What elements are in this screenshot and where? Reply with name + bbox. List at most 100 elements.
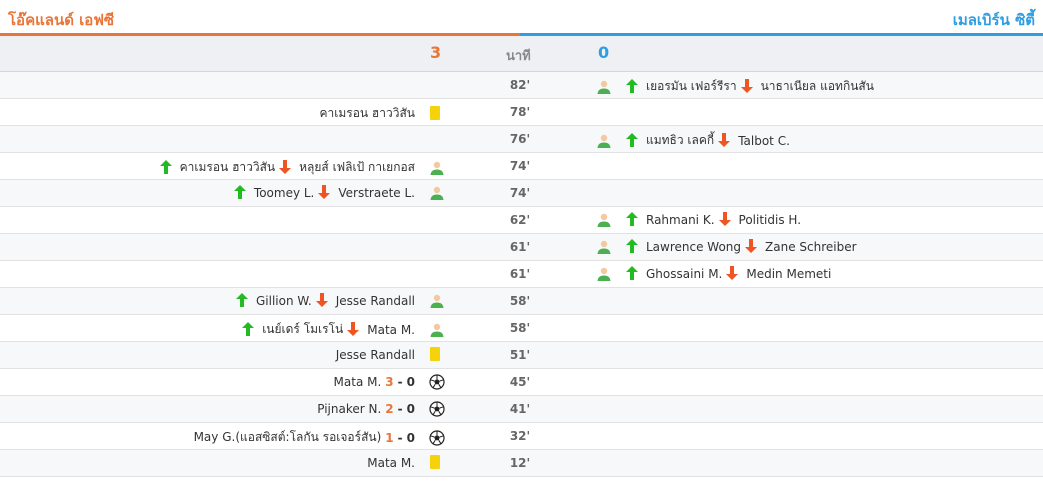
sub-in-icon <box>626 212 642 228</box>
goal-home-score: 1 <box>385 430 394 445</box>
goal-away-score: 0 <box>406 402 415 416</box>
sub-in-player[interactable]: Lawrence Wong <box>646 240 742 254</box>
event-row: 32' May G.(แอสซิสต์:โลกัน รอเจอร์สัน) 1-0 <box>0 423 1043 450</box>
card-player[interactable]: คาเมรอน ฮาววิสัน <box>319 106 415 120</box>
player-icon <box>596 239 612 255</box>
sub-out-icon <box>347 321 363 338</box>
event-row: 58' เนย์เดร์ โมเรโน่ Mata M. <box>0 315 1043 342</box>
home-event: Gillion W. Jesse Randall <box>236 293 445 309</box>
home-score: 3 <box>430 43 442 62</box>
goal-score-sep: - <box>397 402 403 416</box>
sub-out-icon <box>740 78 757 95</box>
sub-in-player[interactable]: Toomey L. <box>253 186 315 200</box>
sub-in-icon <box>242 321 258 338</box>
sub-in-icon <box>236 293 252 309</box>
sub-in-icon <box>626 266 642 282</box>
sub-in-icon <box>626 78 642 95</box>
home-team-name[interactable]: โอ๊คแลนด์ เอฟซี <box>8 11 115 29</box>
away-event: เยอรมัน เฟอร์รีรา นาธาเนียล แอทกินสัน <box>596 77 874 96</box>
home-event: คาเมรอน ฮาววิสัน หลุยส์ เฟลิเป้ กาเยกอส <box>159 158 445 177</box>
player-icon <box>596 212 612 228</box>
home-event: May G.(แอสซิสต์:โลกัน รอเจอร์สัน) 1-0 <box>194 428 445 447</box>
team-color-bar <box>0 33 1043 36</box>
sub-in-player[interactable]: Gillion W. <box>256 294 312 308</box>
event-minute: 76' <box>509 132 531 146</box>
player-icon <box>429 293 445 309</box>
event-minute: 78' <box>509 105 531 119</box>
sub-in-player[interactable]: คาเมรอน ฮาววิสัน <box>179 160 276 174</box>
home-event: Jesse Randall <box>336 347 445 363</box>
sub-in-player[interactable]: เนย์เดร์ โมเรโน่ <box>262 322 344 336</box>
away-score: 0 <box>598 43 610 62</box>
sub-out-player[interactable]: Verstraete L. <box>338 186 415 200</box>
sub-in-player[interactable]: เยอรมัน เฟอร์รีรา <box>646 79 737 93</box>
goal-away-score: 0 <box>406 375 415 389</box>
sub-out-icon <box>718 212 735 228</box>
sub-in-icon <box>233 185 250 201</box>
card-player[interactable]: Jesse Randall <box>335 348 415 362</box>
event-minute: 61' <box>509 240 531 254</box>
match-header: โอ๊คแลนด์ เอฟซี เมลเบิร์น ซิตี้ <box>0 0 1043 36</box>
sub-out-player[interactable]: Jesse Randall <box>335 294 415 308</box>
sub-in-player[interactable]: Ghossaini M. <box>646 267 723 281</box>
event-timeline: 82' เยอรมัน เฟอร์รีรา นาธาเนียล แอทกินสัน 7… <box>0 72 1043 477</box>
sub-out-player[interactable]: Talbot C. <box>738 133 790 148</box>
event-row: 74' คาเมรอน ฮาววิสัน หลุยส์ เฟลิเป้ กาเยกอ… <box>0 153 1043 180</box>
event-minute: 62' <box>509 213 531 227</box>
goal-scorer[interactable]: May G.(แอสซิสต์:โลกัน รอเจอร์สัน) <box>193 430 382 444</box>
event-minute: 58' <box>509 321 531 335</box>
sub-out-player[interactable]: หลุยส์ เฟลิเป้ กาเยกอส <box>299 160 415 174</box>
event-row: 61' Ghossaini M. Medin Memeti <box>0 261 1043 288</box>
sub-out-icon <box>279 159 295 176</box>
sub-out-player[interactable]: Politidis H. <box>738 213 802 227</box>
goal-ball-icon <box>429 429 445 446</box>
home-event: Mata M. 3-0 <box>334 374 445 390</box>
away-event: แมทธิว เลคกี้ Talbot C. <box>596 131 790 150</box>
sub-in-player[interactable]: Rahmani K. <box>646 213 715 227</box>
sub-in-player[interactable]: แมทธิว เลคกี้ <box>646 133 715 147</box>
sub-out-icon <box>718 132 734 149</box>
sub-out-player[interactable]: Mata M. <box>367 322 415 337</box>
sub-out-player[interactable]: Zane Schreiber <box>765 240 857 254</box>
home-event: Toomey L. Verstraete L. <box>233 185 445 201</box>
goal-away-score: 0 <box>406 430 415 445</box>
event-row: 58' Gillion W. Jesse Randall <box>0 288 1043 315</box>
goal-score-sep: - <box>397 375 403 389</box>
sub-out-icon <box>745 239 761 255</box>
event-minute: 61' <box>509 267 531 281</box>
sub-out-player[interactable]: นาธาเนียล แอทกินสัน <box>760 79 874 93</box>
goal-home-score: 3 <box>385 375 394 389</box>
event-row: 62' Rahmani K. Politidis H. <box>0 207 1043 234</box>
event-minute: 51' <box>509 348 531 362</box>
event-minute: 58' <box>509 294 531 308</box>
sub-in-icon <box>626 239 642 255</box>
sub-out-icon <box>318 185 334 201</box>
event-minute: 74' <box>509 186 531 200</box>
yellow-card-icon <box>429 347 445 363</box>
minute-column-label: นาที <box>506 49 531 64</box>
event-minute: 32' <box>509 429 531 443</box>
player-icon <box>596 133 612 149</box>
player-icon <box>429 160 445 176</box>
event-minute: 12' <box>509 456 531 470</box>
event-minute: 82' <box>509 78 531 92</box>
sub-out-player[interactable]: Medin Memeti <box>746 267 832 281</box>
event-row: 76' แมทธิว เลคกี้ Talbot C. <box>0 126 1043 153</box>
home-event: เนย์เดร์ โมเรโน่ Mata M. <box>242 320 445 339</box>
yellow-card-icon <box>429 455 445 471</box>
sub-out-icon <box>726 266 742 282</box>
away-event: Rahmani K. Politidis H. <box>596 212 801 228</box>
event-row: 61' Lawrence Wong Zane Schreiber <box>0 234 1043 261</box>
away-team-name[interactable]: เมลเบิร์น ซิตี้ <box>952 11 1035 29</box>
player-icon <box>429 322 445 338</box>
player-icon <box>429 185 445 201</box>
event-minute: 41' <box>509 402 531 416</box>
event-row: 78' คาเมรอน ฮาววิสัน <box>0 99 1043 126</box>
card-player[interactable]: Mata M. <box>367 456 415 470</box>
event-row: 45' Mata M. 3-0 <box>0 369 1043 396</box>
goal-scorer[interactable]: Mata M. <box>333 375 382 389</box>
home-event: คาเมรอน ฮาววิสัน <box>319 104 445 123</box>
goal-scorer[interactable]: Pijnaker N. <box>317 402 382 416</box>
goal-ball-icon <box>429 374 445 390</box>
event-row: 74' Toomey L. Verstraete L. <box>0 180 1043 207</box>
